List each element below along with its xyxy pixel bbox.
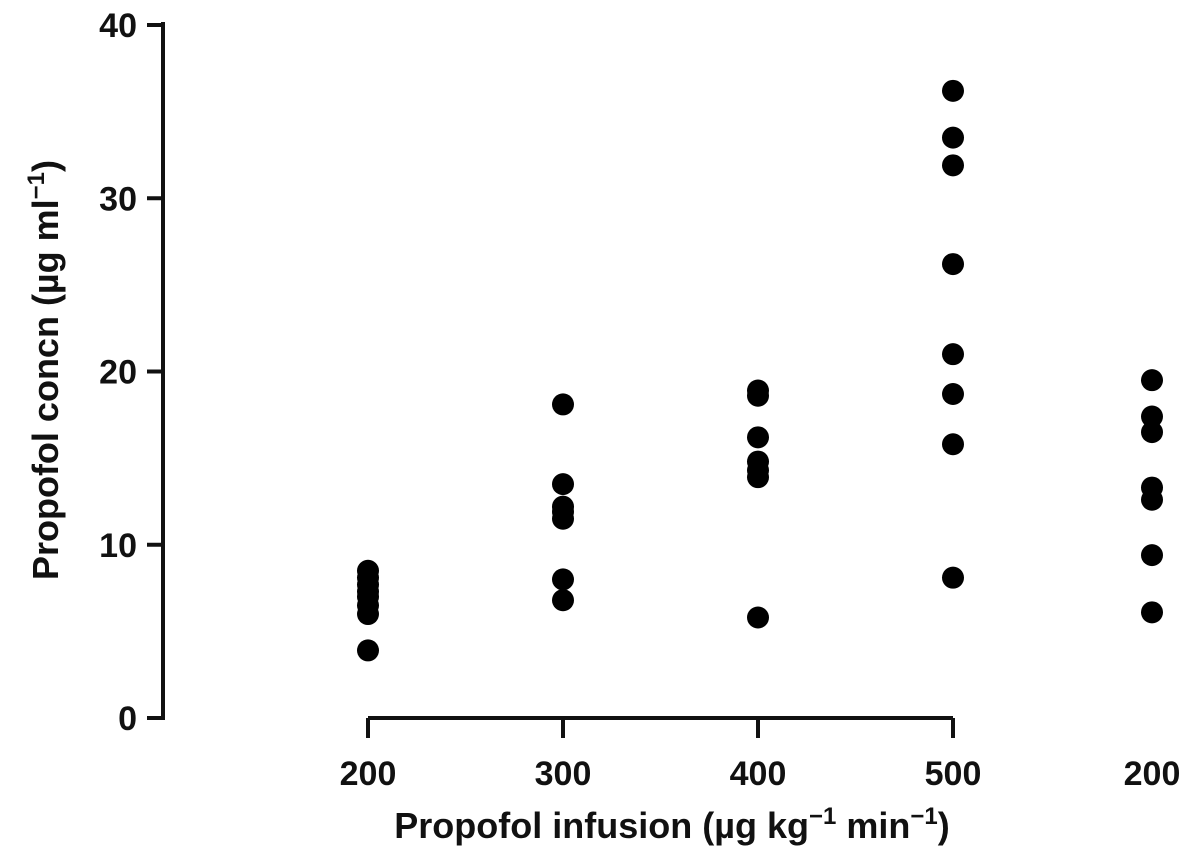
x-tick-label: 500: [925, 755, 982, 793]
data-point: [1141, 369, 1163, 392]
data-point: [1141, 476, 1163, 499]
data-point: [942, 343, 964, 366]
y-tick-label: 20: [99, 354, 137, 392]
y-axis-title: Propofol concn (µg ml−1): [23, 160, 66, 580]
y-tick-label: 0: [118, 700, 137, 738]
data-point: [552, 473, 574, 496]
data-point: [747, 450, 769, 473]
data-point: [942, 383, 964, 406]
data-point: [1141, 421, 1163, 444]
data-point: [552, 393, 574, 416]
x-tick-label: 200: [1124, 755, 1181, 793]
data-point: [552, 589, 574, 612]
data-point: [942, 566, 964, 589]
data-point: [1141, 601, 1163, 624]
data-point: [1141, 405, 1163, 428]
y-tick-label: 10: [99, 527, 137, 565]
x-tick-label: 200: [340, 755, 397, 793]
data-point: [747, 606, 769, 629]
data-point: [747, 379, 769, 402]
x-ticks: 200 300 400 500 200: [340, 718, 1181, 793]
y-tick-label: 30: [99, 180, 137, 218]
data-point: [357, 639, 379, 662]
data-point: [942, 433, 964, 456]
data-point: [357, 559, 379, 582]
x-tick-label: 300: [535, 755, 592, 793]
data-point: [942, 126, 964, 149]
data-point: [942, 253, 964, 276]
y-ticks: 0 10 20 30 40: [99, 7, 163, 738]
data-point: [747, 426, 769, 449]
x-axis-title: Propofol infusion (µg kg−1 min−1): [394, 803, 949, 846]
y-tick-label: 40: [99, 7, 137, 45]
data-point: [552, 568, 574, 591]
data-point: [1141, 544, 1163, 567]
data-points: [357, 79, 1163, 662]
data-point: [552, 495, 574, 518]
x-tick-label: 400: [730, 755, 787, 793]
data-point: [942, 79, 964, 102]
data-point: [942, 154, 964, 177]
